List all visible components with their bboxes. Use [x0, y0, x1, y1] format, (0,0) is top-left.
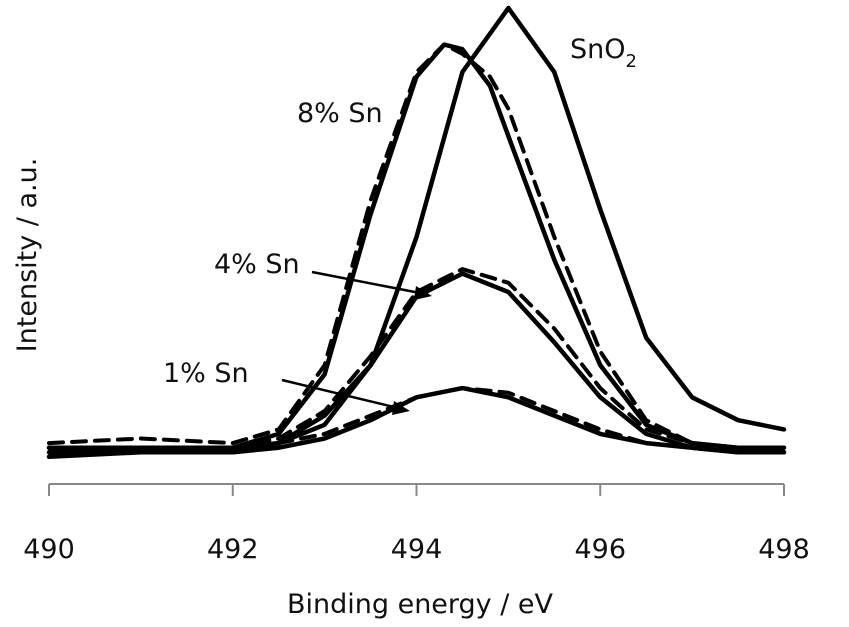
arrow-4pct [311, 270, 421, 295]
annotation-8pct: 8% Sn [297, 98, 383, 129]
series-line-4-sn-dashed [47, 267, 786, 450]
x-tick-label: 492 [207, 534, 259, 565]
annotation-sno2-subscript: 2 [626, 51, 637, 72]
arrowhead-1pct [392, 401, 410, 415]
arrow-1pct [281, 378, 399, 410]
annotation-sno2-main: SnO [570, 34, 626, 65]
annotation-sno2: SnO2 [570, 34, 637, 72]
annotation-1pct: 1% Sn [163, 358, 249, 389]
annotations: SnO2 8% Sn 4% Sn 1% Sn [163, 34, 637, 415]
x-tick-label: 494 [391, 534, 443, 565]
x-tick-label: 490 [23, 534, 75, 565]
axes: 490 492 494 496 498 [23, 483, 810, 565]
y-axis-title: Intensity / a.u. [12, 158, 43, 353]
series-line-8-sn-dashed [47, 42, 786, 450]
x-axis-title: Binding energy / eV [287, 589, 554, 620]
series-line-8-sn-solid [46, 42, 787, 450]
x-tick-label: 498 [758, 534, 810, 565]
series-line-4-sn-solid [46, 271, 787, 455]
plot-area [46, 5, 787, 460]
arrowhead-4pct [414, 286, 432, 300]
annotation-4pct: 4% Sn [214, 249, 300, 280]
series-line-1-sn-dashed [47, 386, 786, 455]
x-tick-label: 496 [574, 534, 626, 565]
